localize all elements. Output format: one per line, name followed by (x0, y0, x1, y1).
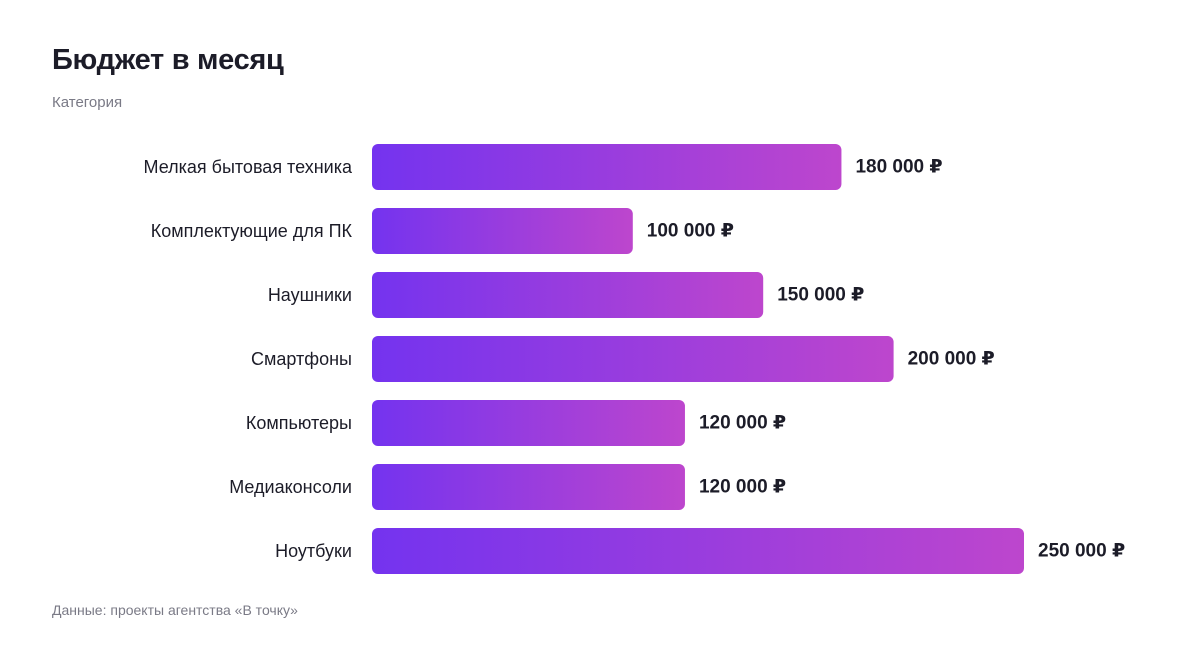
value-label: 180 000 ₽ (855, 157, 942, 178)
category-label: Наушники (268, 285, 352, 305)
category-label: Компьютеры (246, 413, 352, 433)
data-source-note: Данные: проекты агентства «В точку» (52, 602, 298, 618)
chart-title: Бюджет в месяц (52, 44, 284, 76)
bar (372, 208, 633, 254)
category-label: Медиаконсоли (229, 477, 352, 497)
category-label: Комплектующие для ПК (151, 221, 353, 241)
bar (372, 144, 842, 190)
value-label: 200 000 ₽ (908, 349, 995, 370)
bar (372, 464, 685, 510)
category-label: Ноутбуки (275, 541, 352, 561)
bars-group: Мелкая бытовая техника 180 000 ₽ Комплекту… (144, 144, 1125, 574)
value-label: 150 000 ₽ (777, 285, 864, 306)
value-label: 100 000 ₽ (647, 221, 734, 242)
value-label: 120 000 ₽ (699, 413, 786, 434)
category-label: Мелкая бытовая техника (144, 157, 353, 177)
value-label: 250 000 ₽ (1038, 541, 1125, 562)
bar (372, 528, 1024, 574)
chart-subtitle: Категория (52, 94, 123, 111)
bar (372, 272, 764, 318)
bar (372, 400, 685, 446)
value-label: 120 000 ₽ (699, 477, 786, 498)
category-label: Смартфоны (251, 349, 352, 369)
bar (372, 336, 894, 382)
